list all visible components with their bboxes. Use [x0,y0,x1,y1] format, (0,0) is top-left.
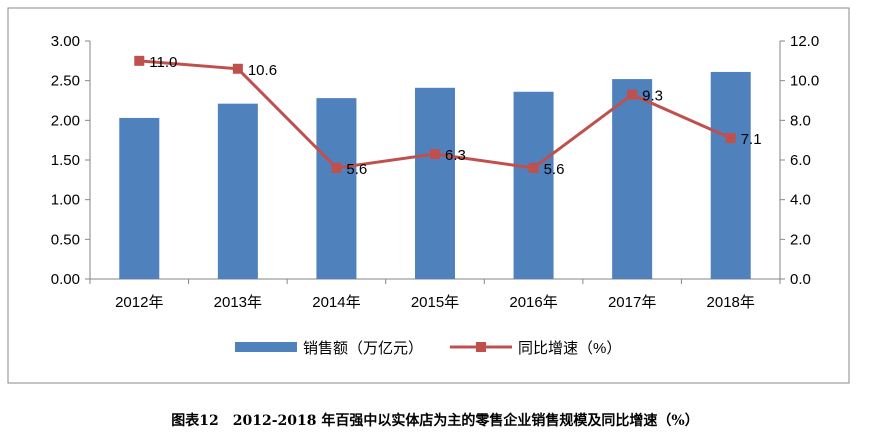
x-tick-label: 2017年 [608,294,656,311]
x-tick-label: 2014年 [312,294,360,311]
figure-caption: 图表12 2012-2018 年百强中以实体店为主的零售企业销售规模及同比增速（… [171,413,699,429]
left-tick-label: 0.50 [51,231,80,248]
bar-2015年 [415,87,455,279]
right-tick-label: 4.0 [790,192,811,209]
line-point-2016年 [528,162,539,173]
data-label: 5.6 [346,161,367,178]
line-point-2013年 [232,63,243,74]
right-tick-label: 12.0 [790,33,819,50]
data-label: 5.6 [544,161,565,178]
chart: 0.00 0.50 1.00 1.50 2.00 2.50 3.00 0.0 2.0 4.0 6.0… [7,7,850,384]
bar-2013年 [217,103,258,279]
x-tick-label: 2015年 [411,294,459,311]
right-tick-label: 0.0 [790,271,811,288]
right-tick-label: 8.0 [790,112,811,129]
legend-bar-swatch [235,342,297,352]
left-tick-label: 1.50 [51,152,80,169]
line-point-2012年 [134,55,145,66]
chart-border [7,7,850,384]
line-point-2017年 [627,89,638,100]
left-tick-label: 2.50 [51,73,80,90]
legend-line-label: 同比增速（%） [518,340,621,357]
right-tick-label: 10.0 [790,73,819,90]
data-label: 7.1 [741,131,762,148]
data-label: 6.3 [445,147,466,164]
x-tick-label: 2016年 [509,294,557,311]
left-tick-label: 3.00 [51,33,80,50]
right-tick-label: 2.0 [790,231,811,248]
left-tick-label: 1.00 [51,192,80,209]
bar-2017年 [612,79,653,279]
line-point-2014年 [331,162,342,173]
right-tick-label: 6.0 [790,152,811,169]
bar-2016年 [513,91,554,279]
legend-line-marker [476,342,486,352]
line-point-2018年 [725,133,736,144]
left-tick-label: 2.00 [51,112,80,129]
data-label: 11.0 [149,54,177,71]
left-tick-label: 0.00 [51,271,80,288]
bar-2018年 [710,71,751,279]
x-tick-label: 2013年 [214,294,262,311]
x-tick-label: 2018年 [707,294,755,311]
line-point-2015年 [430,149,440,160]
bar-2012年 [119,117,160,279]
legend-bar-label: 销售额（万亿元） [303,340,423,357]
data-label: 9.3 [642,88,663,105]
data-label: 10.6 [248,62,277,79]
x-tick-label: 2012年 [115,294,163,311]
bar-2014年 [316,98,357,280]
